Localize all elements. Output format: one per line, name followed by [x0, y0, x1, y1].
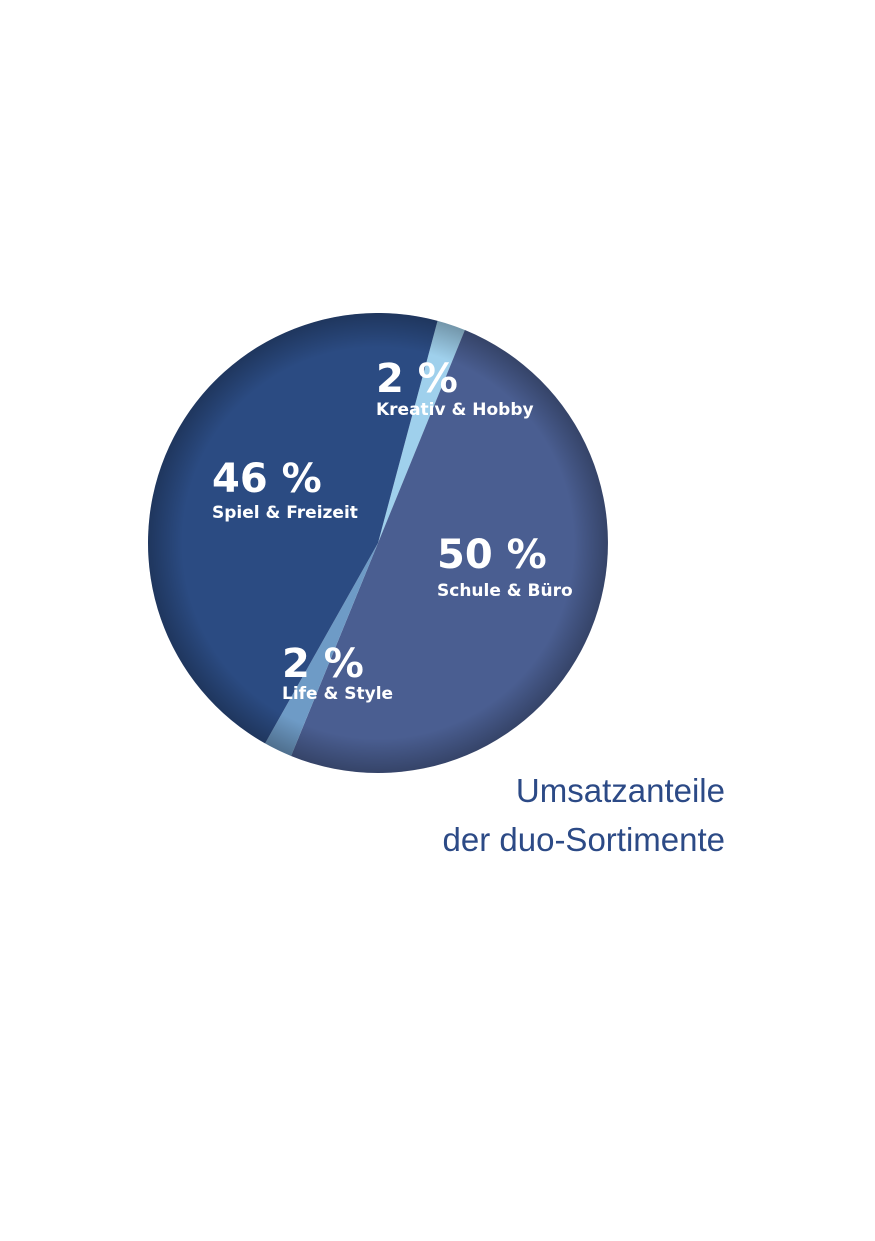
category-label: Kreativ & Hobby: [376, 400, 534, 420]
category-label: Schule & Büro: [437, 581, 573, 601]
value-label: 2 %: [376, 356, 458, 402]
value-label: 2 %: [282, 641, 364, 687]
pie-shade: [148, 313, 608, 773]
chart-title: Umsatzanteile: [516, 772, 725, 809]
category-label: Life & Style: [282, 684, 393, 704]
pie: [148, 313, 608, 773]
value-label: 50 %: [437, 532, 547, 578]
category-label: Spiel & Freizeit: [212, 503, 358, 523]
chart-title: der duo-Sortimente: [443, 821, 725, 858]
value-label: 46 %: [212, 456, 322, 502]
